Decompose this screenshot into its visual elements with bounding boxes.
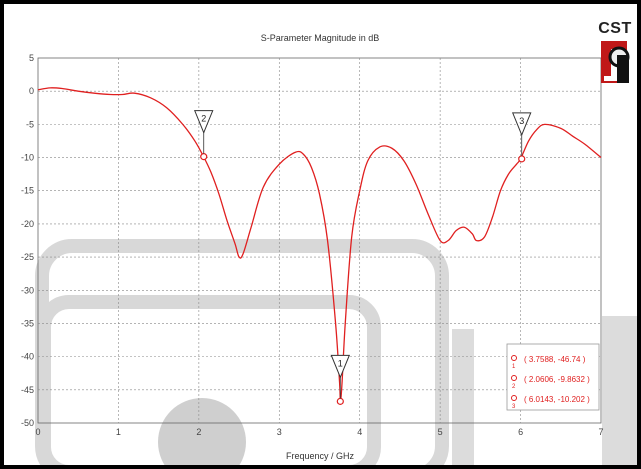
y-tick-label: -50	[21, 418, 34, 428]
x-tick-label: 3	[277, 427, 282, 437]
y-tick-label: -40	[21, 352, 34, 362]
x-tick-label: 6	[518, 427, 523, 437]
chart-svg: S-Parameter Magnitude in dB 0 1 2 3 4 5 6 750-5…	[21, 33, 604, 461]
x-tick-label: 5	[438, 427, 443, 437]
readout-marker-dot	[511, 375, 517, 381]
markers: 1 2 3	[193, 110, 532, 405]
x-tick-label: 7	[598, 427, 603, 437]
watermark	[35, 239, 637, 465]
cst-logo-text: CST	[598, 20, 632, 37]
readout-value: ( 3.7588, -46.74 )	[524, 355, 586, 364]
marker-number: 1	[338, 358, 343, 368]
readout-marker-id: 1	[512, 364, 516, 370]
y-tick-label: -10	[21, 153, 34, 163]
chart-title: S-Parameter Magnitude in dB	[261, 33, 380, 43]
y-tick-label: -45	[21, 385, 34, 395]
y-tick-label: -15	[21, 186, 34, 196]
y-tick-label: 5	[29, 53, 34, 63]
marker-flag	[511, 112, 532, 137]
y-tick-label: -25	[21, 252, 34, 262]
readout-marker-dot	[511, 395, 517, 401]
readout-marker-id: 2	[512, 384, 516, 390]
marker-1: 1	[330, 354, 351, 405]
cst-logo: CST	[597, 20, 633, 86]
marker-flag	[193, 110, 214, 134]
marker-2: 2	[193, 110, 214, 161]
y-tick-label: -5	[26, 119, 34, 129]
x-axis-label: Frequency / GHz	[286, 451, 355, 461]
marker-dot	[518, 155, 526, 163]
readout-value: ( 2.0606, -9.8632 )	[524, 375, 590, 384]
marker-flag	[330, 354, 351, 379]
x-tick-label: 4	[357, 427, 362, 437]
readout-marker-id: 3	[512, 404, 516, 410]
x-tick-label: 0	[35, 427, 40, 437]
marker-readout-box: 1 ( 3.7588, -46.74 ) 2 ( 2.0606, -9.8632 ) 3…	[506, 343, 600, 411]
marker-3: 3	[511, 112, 532, 163]
marker-dot	[336, 397, 344, 405]
marker-number: 2	[201, 114, 206, 124]
readout-value: ( 6.0143, -10.202 )	[524, 395, 590, 404]
x-tick-label: 2	[196, 427, 201, 437]
marker-dot	[200, 153, 208, 161]
marker-number: 3	[519, 116, 524, 126]
y-tick-label: -20	[21, 219, 34, 229]
y-tick-label: -30	[21, 285, 34, 295]
x-tick-label: 1	[116, 427, 121, 437]
cst-emblem-icon	[601, 41, 630, 83]
y-tick-label: -35	[21, 318, 34, 328]
tick-labels: 0 1 2 3 4 5 6 7 5 0 -5 -10 -15 -20 -25 -30 -35 -40 -45 -50	[21, 53, 604, 437]
chart-frame: S-Parameter Magnitude in dB 0 1 2 3 4 5 6 7 5 0 -5…	[4, 4, 637, 465]
plot-area	[37, 57, 602, 424]
readout-marker-dot	[511, 355, 517, 361]
y-tick-label: 0	[29, 86, 34, 96]
